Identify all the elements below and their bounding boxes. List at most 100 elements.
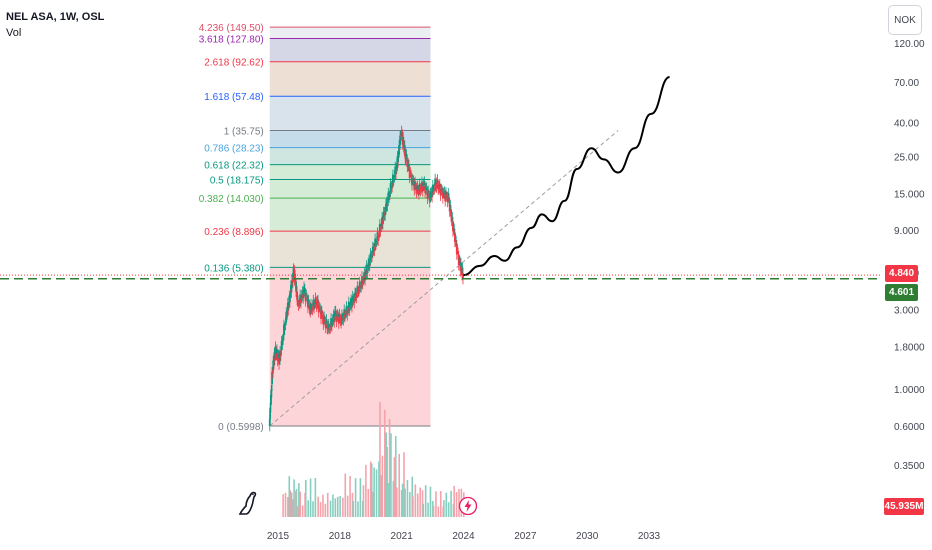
price-bar (399, 135, 402, 140)
symbol-title[interactable]: NEL ASA, 1W, OSL (6, 11, 105, 23)
price-bar (276, 349, 278, 353)
volume-bar (458, 489, 460, 517)
x-tick-label: 2027 (514, 531, 537, 542)
fib-label: 2.618 (92.62) (204, 58, 264, 69)
volume-bar (284, 492, 287, 517)
volume-bar (295, 489, 298, 517)
currency-button[interactable]: NOK (888, 5, 922, 35)
price-bar (285, 315, 288, 318)
price-bar (344, 314, 346, 318)
price-bar (378, 224, 381, 233)
price-bar (368, 262, 371, 267)
price-bar (361, 276, 363, 284)
volume-bar (421, 490, 424, 517)
price-bar (399, 135, 402, 145)
volume-bar (439, 491, 442, 517)
price-bar (400, 135, 403, 137)
volume-bar (289, 490, 292, 517)
price-bar (428, 194, 430, 196)
price-bar (412, 180, 415, 182)
price-bar (362, 278, 365, 280)
price-bar (375, 241, 378, 243)
fib-label: 4.236 (149.50) (199, 23, 264, 34)
price-bar (461, 267, 464, 272)
volume-bar (455, 491, 458, 517)
volume-bar (419, 487, 421, 517)
fib-zone (269, 231, 431, 268)
price-bar (291, 280, 293, 287)
projection-path (463, 75, 671, 277)
price-bar (343, 309, 346, 317)
price-bar (290, 289, 293, 293)
price-bar (357, 289, 360, 292)
price-bar (411, 179, 414, 181)
price-bar (348, 306, 351, 311)
price-bar (416, 185, 419, 190)
price-bar (426, 191, 429, 199)
price-bar (294, 274, 296, 276)
volume-bar (359, 478, 362, 517)
volume-bar (392, 481, 395, 517)
price-bar (409, 172, 412, 174)
price-bar (421, 181, 423, 188)
volume-bar (383, 409, 386, 517)
price-bar (450, 210, 452, 217)
volume-value-tag: 45.935M (884, 498, 924, 515)
volume-bar (342, 497, 344, 517)
price-bar (457, 252, 459, 255)
price-bar (284, 321, 287, 325)
volume-bar (287, 496, 289, 517)
fib-zone (269, 164, 431, 180)
price-bar (288, 299, 291, 303)
price-bar (299, 294, 302, 302)
price-bar (347, 301, 350, 309)
price-bar (414, 181, 416, 185)
fib-zone (269, 198, 431, 232)
price-bar (458, 259, 461, 261)
price-bar (404, 153, 407, 161)
volume-bar (329, 500, 332, 517)
volume-bar (390, 433, 392, 517)
price-bar (407, 162, 410, 167)
volume-bar (422, 503, 425, 517)
price-bar (287, 308, 290, 311)
price-bar (431, 193, 433, 198)
price-bar (374, 238, 377, 247)
price-bar (358, 281, 361, 289)
price-bar (434, 178, 437, 186)
price-bar (330, 318, 332, 326)
price-bar (393, 175, 396, 178)
volume-bar (435, 491, 437, 517)
price-bar (308, 304, 311, 310)
volume-bar (388, 418, 391, 517)
volume-bar (344, 473, 347, 517)
volume-bar (386, 447, 388, 517)
price-bar (329, 327, 332, 329)
price-bar (336, 314, 339, 316)
price-bar (375, 243, 377, 245)
tradingview-logo-icon[interactable] (236, 490, 260, 516)
price-bar (367, 263, 370, 268)
price-bar (415, 187, 418, 194)
y-tick-label: 9.000 (894, 226, 919, 237)
price-bar (281, 339, 284, 345)
price-bar (424, 186, 427, 193)
price-bar (327, 325, 329, 330)
x-tick-label: 2030 (576, 531, 599, 542)
volume-bar (443, 500, 445, 517)
price-bar (309, 307, 312, 313)
lightning-icon[interactable] (458, 496, 478, 516)
y-tick-label: 40.00 (894, 118, 919, 129)
price-bar (325, 319, 328, 324)
volume-bar (319, 501, 322, 517)
price-bar (300, 299, 302, 304)
fib-label: 0.236 (8.896) (204, 227, 264, 238)
price-bar (438, 183, 441, 188)
price-bar (310, 303, 312, 310)
price-bar (350, 299, 353, 305)
volume-bar (336, 496, 339, 517)
volume-bar (369, 461, 372, 517)
price-bar (414, 186, 417, 189)
